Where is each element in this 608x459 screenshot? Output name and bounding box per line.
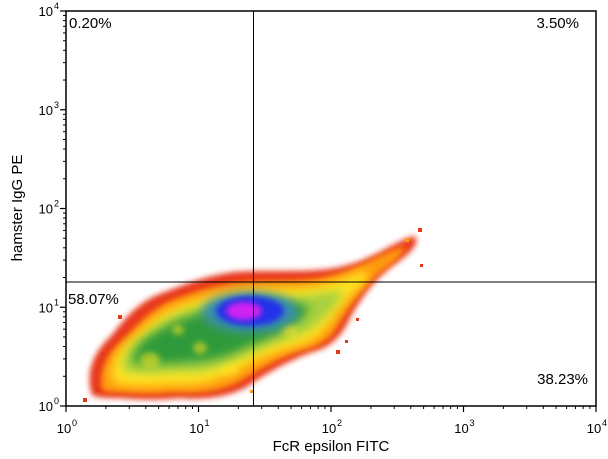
y-tick-exponent: 0 [54, 396, 59, 406]
y-axis-label: hamster IgG PE [9, 155, 26, 262]
x-tick-exponent: 4 [602, 418, 607, 428]
quadrant-lower-right-label: 38.23% [537, 371, 588, 388]
quadrant-upper-right-label: 3.50% [536, 15, 579, 32]
y-tick-exponent: 3 [54, 100, 59, 110]
x-tick-label: 10 [454, 421, 468, 436]
y-tick-label: 10 [39, 202, 53, 217]
y-tick-exponent: 2 [54, 199, 59, 209]
y-tick-exponent: 1 [54, 297, 59, 307]
y-tick-label: 10 [39, 399, 53, 414]
x-axis-label: FcR epsilon FITC [273, 438, 390, 455]
x-tick-exponent: 3 [470, 418, 475, 428]
x-tick-label: 10 [189, 421, 203, 436]
y-tick-exponent: 4 [54, 1, 59, 11]
y-tick-label: 10 [39, 103, 53, 118]
x-tick-label: 10 [587, 421, 601, 436]
x-tick-exponent: 1 [205, 418, 210, 428]
y-tick-label: 10 [39, 300, 53, 315]
x-tick-label: 10 [57, 421, 71, 436]
y-tick-label: 10 [39, 4, 53, 19]
x-tick-exponent: 2 [337, 418, 342, 428]
x-tick-exponent: 0 [72, 418, 77, 428]
density-speckles [83, 228, 423, 402]
x-axis-ticks: 10 0 10 1 10 2 10 3 10 4 [57, 406, 607, 436]
quadrant-lower-left-label: 58.07% [68, 291, 119, 308]
x-tick-label: 10 [322, 421, 336, 436]
quadrant-upper-left-label: 0.20% [69, 15, 112, 32]
